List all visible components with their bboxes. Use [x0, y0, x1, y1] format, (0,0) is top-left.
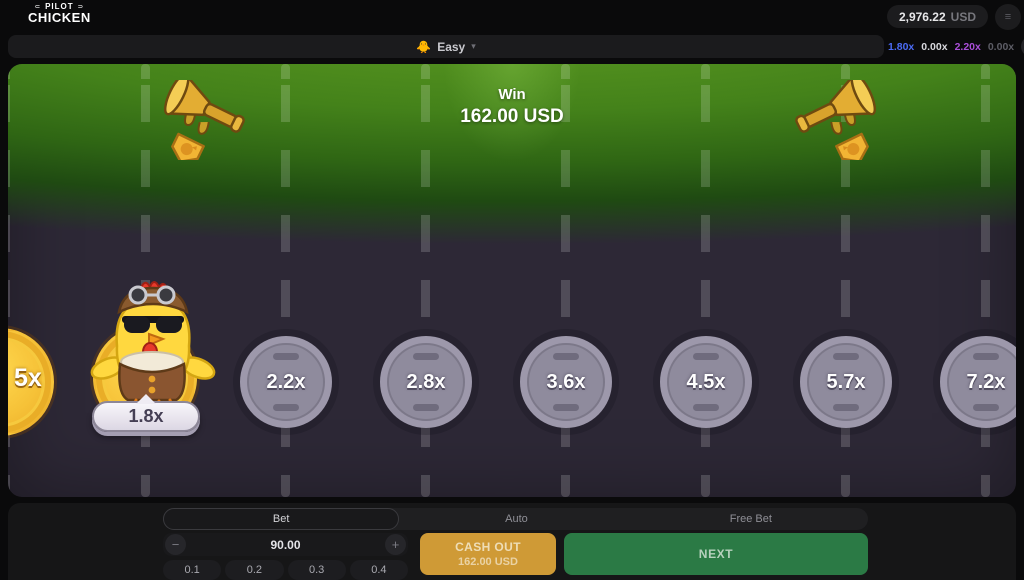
- manhole-multiplier: 2.2x: [266, 370, 306, 393]
- tab-free-bet-label: Free Bet: [729, 513, 772, 525]
- tab-auto[interactable]: Auto: [399, 508, 633, 530]
- lane-line: [8, 64, 10, 497]
- balance-currency: USD: [950, 9, 976, 24]
- win-amount: 162.00 USD: [460, 106, 564, 127]
- plus-icon: +: [391, 537, 400, 552]
- chip-label: 0.2: [246, 564, 263, 576]
- history-clock-button[interactable]: [1021, 36, 1024, 57]
- bet-amount-value[interactable]: 90.00: [270, 537, 301, 552]
- chip-label: 0.3: [308, 564, 325, 576]
- logo-wing-icon: ⸦: [33, 4, 42, 11]
- passed-multiplier-label: 5x: [14, 364, 42, 392]
- history-item[interactable]: 1.80x: [888, 40, 915, 53]
- current-multiplier-label: 1.8x: [128, 406, 164, 426]
- lane-line: [561, 64, 570, 497]
- chip-label: 0.1: [184, 564, 200, 576]
- bet-mode-tabs: Bet Auto Free Bet: [163, 508, 868, 530]
- manhole-target[interactable]: 2.2x: [240, 336, 332, 428]
- quick-bet-chip[interactable]: 0.3: [287, 560, 346, 580]
- lane-line: [421, 64, 430, 497]
- light-beam: [421, 64, 603, 194]
- cash-out-amount: 162.00 USD: [458, 556, 518, 568]
- tab-bet[interactable]: Bet: [163, 508, 400, 530]
- logo-bottom-text: CHICKEN: [28, 10, 91, 25]
- lane-line: [981, 64, 990, 497]
- minus-icon: −: [171, 537, 180, 552]
- tab-auto-label: Auto: [505, 513, 528, 525]
- manhole-multiplier: 2.8x: [406, 370, 446, 393]
- decrease-bet-button[interactable]: −: [165, 534, 186, 555]
- chick-icon: 🐥: [416, 39, 432, 54]
- logo-top-text: PILOT: [45, 2, 74, 11]
- current-multiplier-badge: 1.8x: [92, 394, 200, 432]
- manhole-target[interactable]: 3.6x: [520, 336, 612, 428]
- history-item[interactable]: 2.20x: [954, 40, 981, 53]
- balance-display[interactable]: 2,976.22 USD: [886, 5, 988, 28]
- top-bar: ⸦ PILOT ⸧ CHICKEN 2,976.22 USD ≡: [0, 0, 1024, 32]
- bet-control-panel: Bet Auto Free Bet − 90.00 + 0.1 0.2 0.3 …: [8, 503, 1016, 580]
- win-label: Win: [498, 86, 526, 103]
- manhole-target[interactable]: 2.8x: [380, 336, 472, 428]
- tab-free-bet[interactable]: Free Bet: [634, 508, 868, 530]
- manhole-target[interactable]: 7.2x: [940, 336, 1016, 428]
- chicken-character: [90, 281, 216, 411]
- bet-amount-stepper: − 90.00 +: [163, 533, 408, 556]
- tab-bet-label: Bet: [272, 513, 290, 525]
- manhole-multiplier: 7.2x: [966, 370, 1006, 393]
- manhole-target[interactable]: 5.7x: [800, 336, 892, 428]
- app-logo: ⸦ PILOT ⸧ CHICKEN: [28, 2, 91, 25]
- balance-amount: 2,976.22: [898, 9, 946, 24]
- lane-line: [841, 64, 850, 497]
- hamburger-icon: ≡: [1004, 10, 1012, 23]
- cash-out-button[interactable]: CASH OUT 162.00 USD: [420, 533, 556, 575]
- chevron-down-icon: ▾: [471, 41, 476, 51]
- next-button[interactable]: NEXT: [564, 533, 868, 575]
- lane-line: [701, 64, 710, 497]
- history-item[interactable]: 0.00x: [987, 40, 1015, 53]
- game-board: Win 162.00 USD 5x: [8, 64, 1016, 497]
- quick-bet-chip[interactable]: 0.2: [225, 560, 284, 580]
- manhole-multiplier: 5.7x: [826, 370, 866, 393]
- logo-wing-icon: ⸧: [76, 4, 85, 11]
- manhole-target[interactable]: 4.5x: [660, 336, 752, 428]
- quick-bet-chip[interactable]: 0.1: [163, 560, 222, 580]
- difficulty-selector[interactable]: 🐥 Easy ▾: [8, 35, 884, 58]
- history-item[interactable]: 0.00x: [921, 40, 948, 53]
- lane-line: [281, 64, 290, 497]
- menu-button[interactable]: ≡: [995, 4, 1021, 30]
- multiplier-history: 1.80x 0.00x 2.20x 0.00x ▾: [888, 35, 1024, 58]
- win-banner: Win 162.00 USD: [8, 86, 1016, 128]
- difficulty-label: Easy: [437, 39, 466, 54]
- manhole-multiplier: 4.5x: [686, 370, 726, 393]
- chip-label: 0.4: [371, 564, 387, 576]
- manhole-multiplier: 3.6x: [546, 370, 586, 393]
- trumpet-decoration-icon: [795, 80, 877, 160]
- quick-bet-chips: 0.1 0.2 0.3 0.4: [163, 560, 408, 580]
- next-label: NEXT: [698, 547, 734, 561]
- cash-out-label: CASH OUT: [455, 540, 521, 554]
- increase-bet-button[interactable]: +: [385, 534, 406, 555]
- trumpet-decoration-icon: [163, 80, 245, 160]
- lane-line: [141, 64, 150, 497]
- quick-bet-chip[interactable]: 0.4: [349, 560, 408, 580]
